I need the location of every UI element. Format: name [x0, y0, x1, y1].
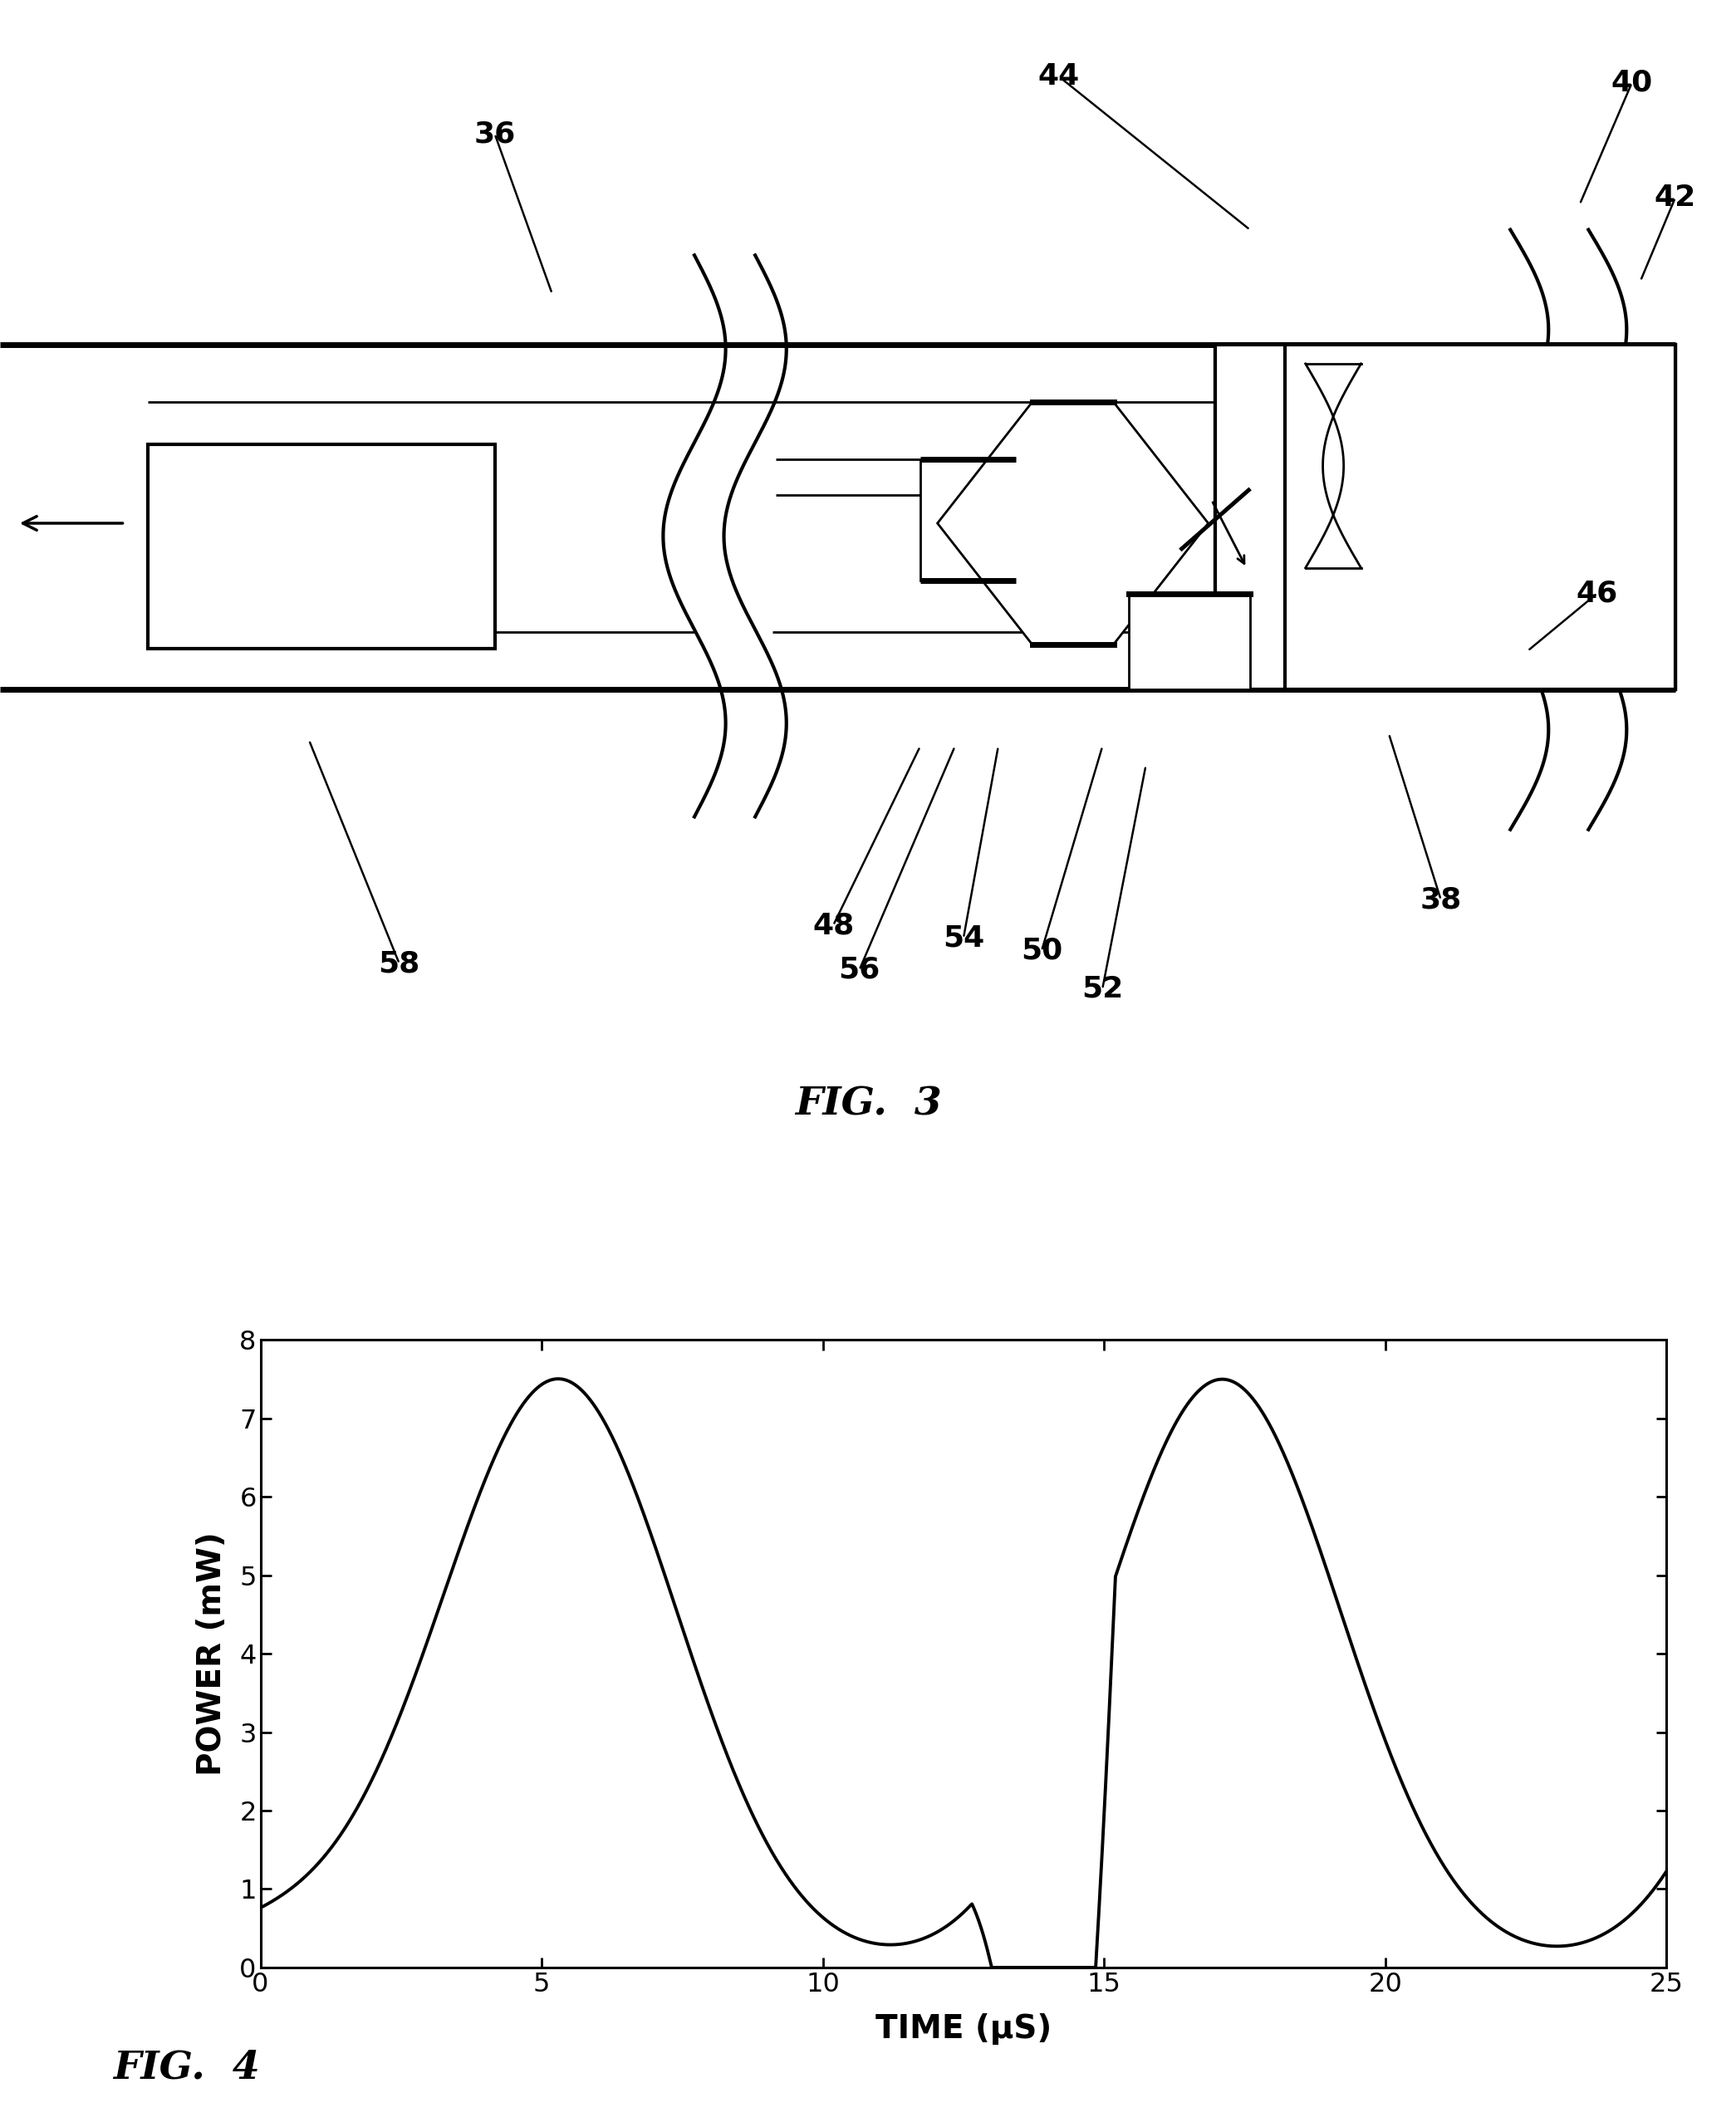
- Bar: [1285, 345, 1675, 689]
- Text: 38: 38: [1420, 885, 1462, 915]
- Bar: [1215, 345, 1675, 689]
- Polygon shape: [937, 402, 1208, 644]
- Text: 48: 48: [812, 910, 854, 940]
- Text: 40: 40: [1611, 68, 1653, 98]
- Text: 56: 56: [838, 955, 880, 985]
- X-axis label: TIME (μS): TIME (μS): [875, 2014, 1052, 2044]
- Y-axis label: POWER (mW): POWER (mW): [196, 1531, 227, 1776]
- Bar: [920, 459, 1016, 581]
- Bar: [1128, 593, 1250, 689]
- Text: 36: 36: [474, 119, 516, 149]
- Text: 58: 58: [378, 949, 420, 978]
- Text: 50: 50: [1021, 936, 1062, 966]
- Text: FIG.  3: FIG. 3: [795, 1085, 941, 1123]
- Bar: [1215, 345, 1675, 689]
- Text: 44: 44: [1038, 62, 1080, 91]
- Text: 52: 52: [1082, 974, 1123, 1004]
- Text: 42: 42: [1654, 183, 1696, 213]
- Text: 46: 46: [1576, 579, 1618, 608]
- Text: 54: 54: [943, 923, 984, 953]
- Bar: [148, 445, 495, 649]
- Text: FIG.  4: FIG. 4: [113, 2048, 260, 2087]
